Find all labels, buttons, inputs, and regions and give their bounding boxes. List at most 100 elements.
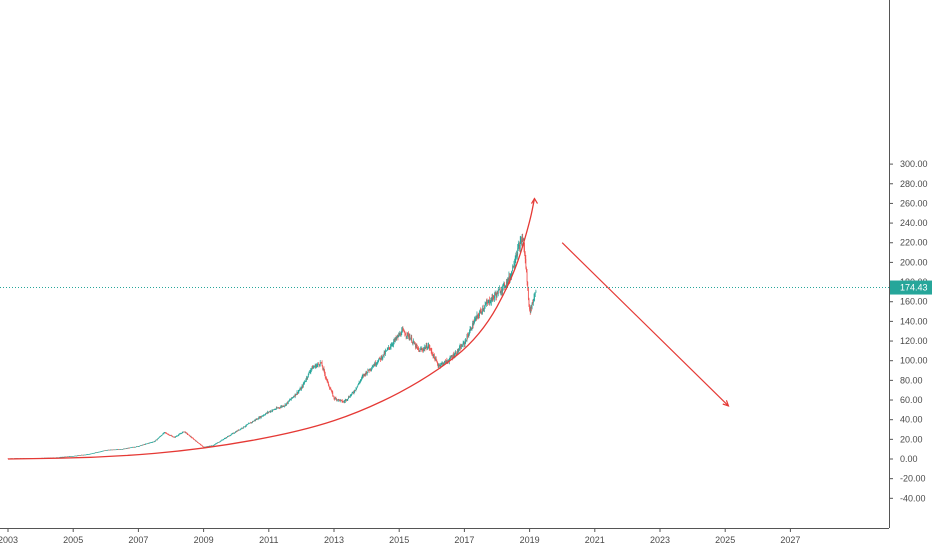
candle-body — [357, 384, 359, 387]
candle-body — [490, 301, 492, 303]
candle-body — [450, 356, 452, 358]
candle-body — [154, 441, 156, 442]
x-tick-label: 2015 — [389, 535, 409, 545]
candle-body — [119, 449, 120, 451]
candle-body — [194, 439, 196, 441]
candle-body — [255, 419, 257, 421]
candle-body — [204, 446, 206, 448]
candle-body — [428, 345, 430, 349]
candle-body — [252, 421, 254, 422]
candle-body — [489, 300, 490, 304]
candle-body — [401, 329, 403, 331]
candle-body — [331, 391, 333, 393]
candle-body — [104, 450, 106, 451]
candle-body — [324, 370, 325, 374]
candle-body — [183, 431, 185, 433]
candle-body — [438, 364, 440, 366]
candle-body — [202, 446, 204, 447]
candle-body — [359, 380, 361, 383]
candle-body — [262, 415, 263, 417]
candle-body — [150, 442, 152, 444]
candle-body — [425, 345, 427, 348]
candle-body — [287, 402, 289, 404]
candle-body — [75, 455, 77, 457]
arrowhead-icon — [530, 197, 539, 204]
candle-body — [398, 334, 399, 338]
candle-body — [115, 449, 117, 451]
candle-body — [409, 336, 411, 340]
candle-body — [82, 454, 84, 456]
candle-body — [97, 452, 99, 453]
candle-body — [116, 449, 117, 451]
candle-body — [124, 448, 126, 450]
candle-body — [359, 382, 361, 383]
candle-body — [151, 442, 153, 443]
candle-body — [481, 311, 483, 313]
candle-body — [406, 332, 408, 336]
candle-body — [171, 435, 173, 437]
candle-body — [301, 386, 303, 388]
candle-body — [437, 364, 439, 367]
candle-body — [313, 366, 315, 368]
candle-body — [87, 454, 89, 455]
candle-body — [287, 400, 289, 404]
candle-body — [299, 388, 301, 391]
candle-body — [413, 341, 415, 344]
candle-body — [524, 253, 526, 259]
candle-body — [134, 447, 136, 448]
candle-body — [451, 356, 453, 358]
candle-body — [253, 420, 255, 422]
candle-body — [339, 399, 341, 401]
candle-body — [174, 436, 176, 438]
candle-body — [427, 348, 428, 349]
candle-body — [164, 432, 166, 433]
candle-body — [460, 345, 462, 349]
candle-body — [453, 355, 455, 357]
candle-body — [514, 259, 516, 264]
candle-body — [70, 456, 72, 457]
candle-body — [528, 298, 530, 307]
candle-body — [69, 456, 70, 457]
candle-body — [455, 352, 457, 355]
y-tick-label: 120.00 — [900, 336, 928, 346]
candle-body — [232, 433, 233, 434]
candle-body — [334, 397, 336, 399]
candle-body — [388, 347, 389, 349]
candle-body — [193, 439, 195, 440]
candle-body — [399, 333, 401, 336]
candle-body — [506, 281, 507, 286]
x-axis-ticks: 2003 2005 2007 2009 2011 2013 2015 2017 2019 2021… — [0, 528, 800, 545]
candle-body — [230, 434, 232, 436]
candle-body — [329, 388, 331, 390]
candle-body — [274, 409, 276, 410]
candle-body — [529, 306, 530, 310]
candle-body — [88, 454, 90, 455]
candle-body — [476, 315, 478, 319]
candle-body — [69, 456, 71, 457]
candle-body — [277, 407, 278, 409]
candle-body — [211, 445, 213, 447]
candle-body — [178, 434, 179, 436]
candle-body — [60, 456, 62, 458]
candle-body — [337, 399, 339, 401]
candle-body — [516, 254, 517, 258]
candle-body — [458, 349, 460, 352]
candle-body — [484, 307, 485, 309]
candle-body — [467, 336, 469, 337]
candle-body — [282, 405, 284, 407]
candle-body — [68, 456, 70, 458]
candle-body — [387, 348, 389, 349]
candle-body — [233, 432, 235, 434]
candle-body — [281, 406, 283, 407]
candle-body — [501, 290, 503, 292]
candle-body — [129, 447, 131, 449]
candle-body — [111, 449, 113, 451]
candle-body — [163, 433, 164, 434]
candle-body — [184, 431, 186, 433]
candle-body — [430, 348, 432, 351]
candle-body — [393, 341, 394, 345]
candle-body — [326, 379, 328, 381]
candle-body — [459, 346, 461, 348]
candle-body — [349, 395, 351, 398]
